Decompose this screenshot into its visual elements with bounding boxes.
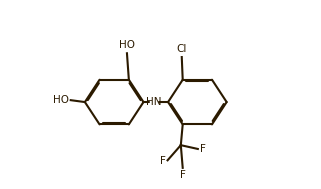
Text: F: F <box>180 170 186 180</box>
Text: F: F <box>160 156 166 166</box>
Text: HN: HN <box>146 97 161 107</box>
Text: F: F <box>200 144 205 154</box>
Text: HO: HO <box>53 95 69 105</box>
Text: HO: HO <box>119 40 135 50</box>
Text: Cl: Cl <box>177 44 187 54</box>
